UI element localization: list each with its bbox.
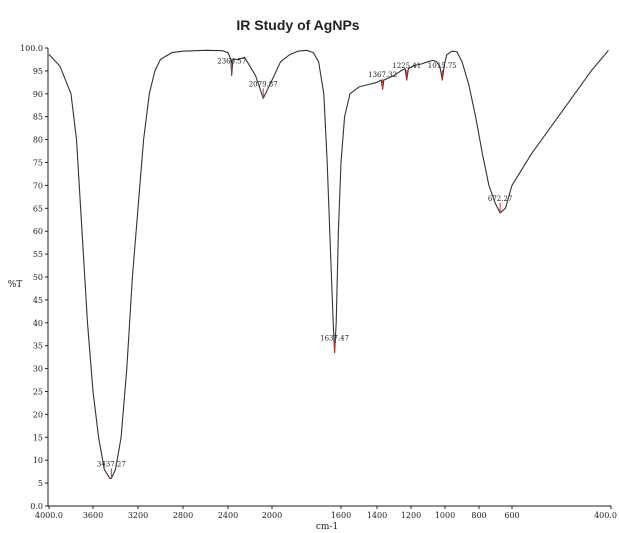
y-tick-label: 35 <box>33 342 43 351</box>
y-tick-label: 50 <box>33 273 43 282</box>
x-axis-label: cm-1 <box>316 522 338 532</box>
x-tick-label: 800 <box>471 511 486 520</box>
y-tick-label: 40 <box>33 319 43 328</box>
peak-label: 3437.27 <box>97 461 126 469</box>
y-tick-label: 55 <box>33 250 43 259</box>
x-tick-label: 1400 <box>367 511 387 520</box>
y-tick-label: 85 <box>33 113 43 122</box>
chart-title: IR Study of AgNPs <box>236 17 359 33</box>
peak-label: 672.27 <box>488 195 513 203</box>
y-tick-label: 25 <box>33 388 43 397</box>
x-tick-label: 400.0 <box>594 511 617 520</box>
y-tick-label: 95 <box>33 67 43 76</box>
peak-label: 1367.32 <box>368 71 397 79</box>
x-tick-label: 2400 <box>218 511 238 520</box>
y-tick-label: 65 <box>33 204 43 213</box>
y-tick-label: 15 <box>33 433 43 442</box>
y-tick-label: 80 <box>33 136 43 145</box>
peak-annotations: 3437.27 2366.57 2079.87 1637.47 1367.321225.… <box>97 57 513 479</box>
series-group <box>48 49 609 480</box>
peak-label: 2366.57 <box>217 57 246 65</box>
x-tick-label: 1000 <box>435 511 455 520</box>
x-tick-label: 600 <box>504 511 519 520</box>
x-tick-label: 4000.0 <box>35 511 63 520</box>
y-tick-label: 70 <box>33 181 43 190</box>
y-tick-label: 20 <box>33 410 43 419</box>
y-tick-label: 100.0 <box>20 44 43 53</box>
y-tick-label: 5 <box>38 479 43 488</box>
peak-label: 1225.41 <box>392 62 421 70</box>
y-tick-label: 10 <box>33 456 43 465</box>
y-tick-label: 30 <box>33 365 43 374</box>
y-tick-label: 90 <box>33 90 43 99</box>
x-tick-label: 2000 <box>262 511 282 520</box>
tick-marks: 100.095908580757065605550454035302520151… <box>20 44 617 520</box>
y-tick-label: 75 <box>33 159 43 168</box>
y-tick-label: 60 <box>33 227 43 236</box>
x-tick-label: 3600 <box>83 511 103 520</box>
x-tick-label: 1600 <box>331 511 351 520</box>
peak-label: 2079.87 <box>249 80 278 88</box>
y-tick-label: 0.0 <box>30 502 43 511</box>
x-tick-label: 3200 <box>128 511 148 520</box>
x-tick-label: 1200 <box>401 511 421 520</box>
peak-label: 1637.47 <box>320 335 349 343</box>
x-tick-label: 2800 <box>173 511 193 520</box>
spectrum-line <box>48 49 609 480</box>
y-axis-label: %T <box>8 280 23 290</box>
y-tick-label: 45 <box>33 296 43 305</box>
peak-label: 1015.75 <box>428 62 457 70</box>
